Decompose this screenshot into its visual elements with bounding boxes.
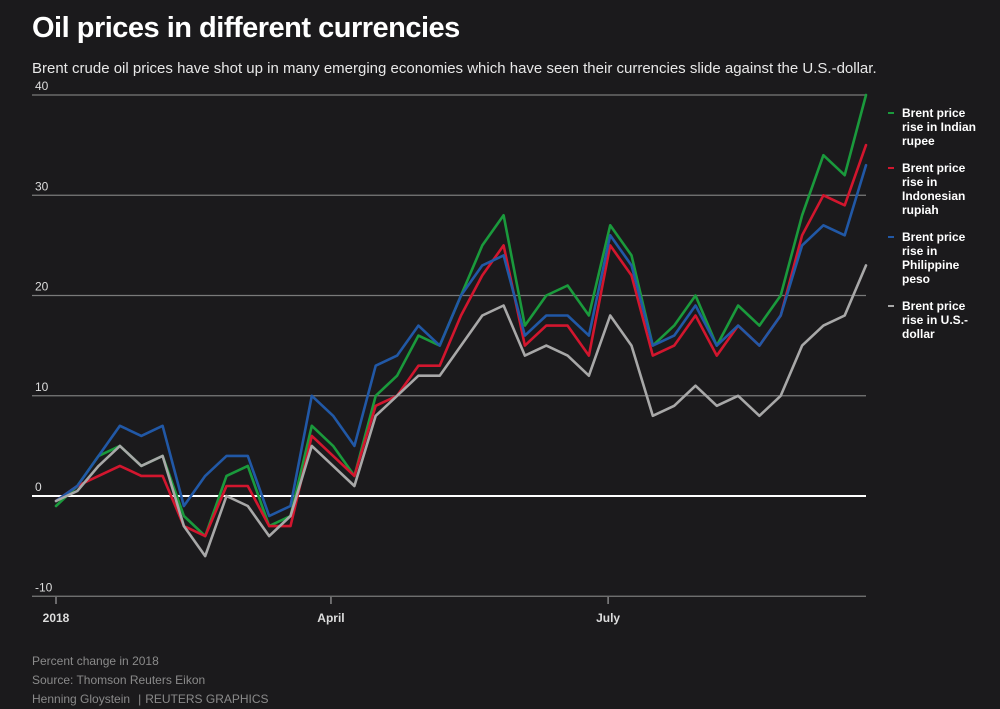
legend-swatch — [888, 236, 894, 238]
y-tick-label: 10 — [35, 380, 49, 394]
series-line-3[interactable] — [54, 264, 868, 558]
legend-label: Brent price rise in Philippine peso — [902, 230, 966, 286]
chart-subtitle: Brent crude oil prices have shot up in m… — [32, 60, 877, 77]
legend-item-usd[interactable]: Brent price rise in U.S.-dollar — [888, 299, 998, 341]
footer-note: Percent change in 2018 — [32, 654, 159, 668]
x-axis: 2018 April July — [43, 597, 620, 625]
x-tick-label: 2018 — [43, 611, 70, 625]
footer-author: Henning Gloystein — [32, 692, 131, 706]
legend-label: Brent price rise in Indonesian rupiah — [902, 161, 966, 217]
legend-swatch — [888, 167, 894, 169]
footer-credit: REUTERS GRAPHICS — [145, 692, 269, 706]
x-tick-label: July — [596, 611, 620, 625]
legend-item-inr[interactable]: Brent price rise in Indian rupee — [888, 106, 998, 148]
legend-label: Brent price rise in Indian rupee — [902, 106, 977, 148]
footer-credits: Henning Gloystein | REUTERS GRAPHICS — [32, 690, 269, 709]
y-tick-label: 30 — [35, 179, 49, 193]
legend: Brent price rise in Indian rupee Brent p… — [888, 106, 998, 354]
legend-swatch — [888, 305, 894, 307]
x-tick-label: April — [317, 611, 344, 625]
legend-label: Brent price rise in U.S.-dollar — [902, 299, 969, 341]
footer: Percent change in 2018 Source: Thomson R… — [32, 652, 269, 709]
footer-separator: | — [138, 692, 142, 706]
y-tick-label: 40 — [35, 79, 49, 93]
series-line-1[interactable] — [54, 143, 868, 538]
legend-item-php[interactable]: Brent price rise in Philippine peso — [888, 230, 998, 286]
y-tick-label: 20 — [35, 280, 49, 294]
legend-swatch — [888, 112, 894, 114]
y-tick-label: -10 — [35, 580, 53, 594]
legend-item-idr[interactable]: Brent price rise in Indonesian rupiah — [888, 161, 998, 217]
y-tick-label: 0 — [35, 480, 42, 494]
series-line-2[interactable] — [54, 163, 868, 518]
chart-title: Oil prices in different currencies — [32, 12, 460, 44]
series-lines — [54, 93, 868, 558]
footer-source: Source: Thomson Reuters Eikon — [32, 673, 206, 687]
y-axis-ticks: 40 30 20 10 0 -10 — [35, 79, 53, 594]
